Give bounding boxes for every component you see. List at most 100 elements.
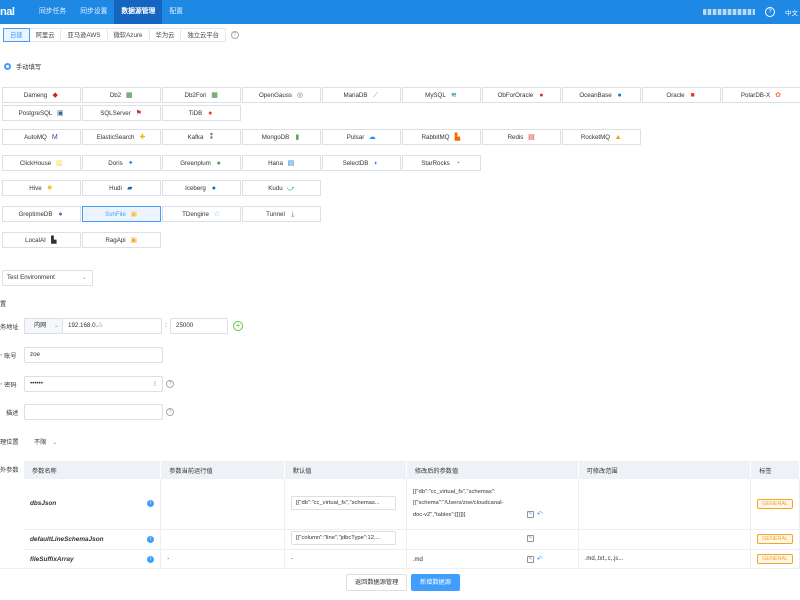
key-icon[interactable]: ⚷ bbox=[152, 380, 157, 387]
back-to-datasource-button[interactable]: 返回数据源管理 bbox=[346, 574, 408, 591]
nav-config[interactable]: 配置 bbox=[169, 8, 183, 15]
datasource-label: SelectDB bbox=[342, 159, 369, 167]
edit-icon[interactable]: ✎ bbox=[526, 510, 534, 518]
datasource-label: PostgreSQL bbox=[18, 109, 53, 117]
datasource-option-hudi[interactable]: Hudi ▰ bbox=[82, 180, 161, 196]
datasource-option-pulsar[interactable]: Pulsar ☁ bbox=[322, 129, 401, 145]
add-datasource-button[interactable]: 新增数据源 bbox=[411, 574, 460, 591]
datasource-label: MySQL bbox=[425, 91, 446, 99]
tab-azure[interactable]: 微软Azure bbox=[107, 28, 150, 42]
datasource-option-postgresql[interactable]: PostgreSQL ▣ bbox=[2, 105, 81, 121]
environment-value: Test Environment bbox=[7, 274, 55, 281]
datasource-option-kafka[interactable]: Kafka ⁑ bbox=[162, 129, 241, 145]
modified-value-cell: [{"db":"cc_virtual_fs","schemas": [{"sch… bbox=[406, 479, 579, 530]
modified-value-line: doc-v2","tables":[]}]}] bbox=[412, 511, 466, 518]
datasource-option-starrocks[interactable]: StarRocks ◔ bbox=[402, 155, 481, 171]
tab-huawei[interactable]: 华为云 bbox=[149, 28, 182, 42]
config-section-label: 置 bbox=[0, 301, 7, 308]
range-cell bbox=[578, 529, 752, 550]
datasource-option-sshfile[interactable]: SshFile ▣ bbox=[82, 206, 161, 222]
datasource-option-oceanbase[interactable]: OceanBase ● bbox=[562, 87, 641, 103]
undo-icon[interactable]: ↶ bbox=[536, 510, 543, 518]
tdengine-icon: ☆ bbox=[213, 210, 221, 218]
password-input[interactable]: •••••• ⚷ bbox=[24, 376, 163, 392]
tab-aliyun[interactable]: 阿里云 bbox=[29, 28, 62, 42]
datasource-label: RagApi bbox=[105, 236, 126, 244]
language-switch[interactable]: 中文 bbox=[785, 10, 798, 17]
info-icon[interactable]: i bbox=[147, 535, 155, 543]
manual-fill-option[interactable]: 手动填写 bbox=[4, 62, 41, 71]
account-input[interactable]: zoe bbox=[24, 347, 163, 363]
host-input[interactable]: 192.168.0.⁂ bbox=[62, 318, 162, 334]
tab-aws[interactable]: 亚马逊AWS bbox=[61, 28, 108, 42]
datasource-option-tdengine[interactable]: TDengine ☆ bbox=[162, 206, 241, 222]
nav-datasource-manage[interactable]: 数据源管理 bbox=[114, 0, 163, 24]
datasource-option-hive[interactable]: Hive ✸ bbox=[2, 180, 81, 196]
tab-self-built[interactable]: 自建 bbox=[3, 28, 30, 42]
info-icon[interactable]: i bbox=[147, 500, 155, 508]
question-icon[interactable]: ? bbox=[230, 31, 239, 39]
datasource-option-kudu[interactable]: Kudu ⤻ bbox=[242, 180, 321, 196]
datasource-option-db2fori[interactable]: Db2Fori ▦ bbox=[162, 87, 241, 103]
datasource-option-mysql[interactable]: MySQL ≋ bbox=[402, 87, 481, 103]
nav-sync-task[interactable]: 同步任务 bbox=[39, 8, 67, 15]
port-input[interactable]: 25000 bbox=[170, 318, 228, 334]
description-help-icon[interactable]: ? bbox=[166, 408, 174, 416]
datasource-label: StarRocks bbox=[421, 159, 450, 167]
datasource-option-selectdb[interactable]: SelectDB ◐ bbox=[322, 155, 401, 171]
datasource-option-doris[interactable]: Doris ✦ bbox=[82, 155, 161, 171]
environment-select[interactable]: Test Environment ⌄ bbox=[2, 270, 93, 286]
password-help-icon[interactable]: ? bbox=[166, 380, 174, 388]
datasource-option-obfororacle[interactable]: ObForOracle ● bbox=[482, 87, 561, 103]
datasource-option-mongodb[interactable]: MongoDB ▮ bbox=[242, 129, 321, 145]
datasource-option-hana[interactable]: Hana ▤ bbox=[242, 155, 321, 171]
nav-sync-settings[interactable]: 同步设置 bbox=[80, 8, 108, 15]
user-info-masked[interactable] bbox=[703, 9, 755, 15]
edit-icon[interactable]: ✎ bbox=[526, 535, 534, 543]
default-value-box[interactable]: [{"column":"line","jdbcType":12,... bbox=[290, 531, 396, 545]
deploy-location-select[interactable]: 不限 ⌄ bbox=[34, 437, 58, 446]
undo-icon[interactable]: ↶ bbox=[536, 556, 543, 563]
datasource-option-tidb[interactable]: TiDB ● bbox=[162, 105, 241, 121]
datasource-label: RabbitMQ bbox=[421, 133, 450, 141]
datasource-option-elasticsearch[interactable]: ElasticSearch ✚ bbox=[82, 129, 161, 145]
datasource-option-localai[interactable]: LocalAI ▙ bbox=[2, 232, 81, 248]
datasource-option-oracle[interactable]: Oracle ■ bbox=[642, 87, 721, 103]
datasource-option-db2[interactable]: Db2 ▦ bbox=[82, 87, 161, 103]
datasource-option-rocketmq[interactable]: RocketMQ ▲ bbox=[562, 129, 641, 145]
sqlserver-icon: ⚑ bbox=[135, 109, 142, 117]
datasource-option-rabbitmq[interactable]: RabbitMQ ▙ bbox=[402, 129, 481, 145]
datasource-option-clickhouse[interactable]: ClickHouse ▥ bbox=[2, 155, 81, 171]
datasource-option-tunnel[interactable]: Tunnel ⤓ bbox=[242, 206, 321, 222]
datasource-label: Kudu bbox=[268, 184, 283, 192]
datasource-option-ragapi[interactable]: RagApi ▣ bbox=[82, 232, 161, 248]
datasource-option-iceberg[interactable]: Iceberg ● bbox=[162, 180, 241, 196]
chevron-down-icon: ⌄ bbox=[53, 322, 59, 329]
description-input[interactable] bbox=[24, 404, 163, 420]
datasource-label: GreptimeDB bbox=[18, 210, 53, 218]
edit-icon[interactable]: ✎ bbox=[526, 555, 534, 563]
tag-badge: GENERAL bbox=[757, 534, 793, 544]
datasource-option-opengauss[interactable]: OpenGauss ◎ bbox=[242, 87, 321, 103]
datasource-option-redis[interactable]: Redis ▤ bbox=[482, 129, 561, 145]
datasource-option-greptimedb[interactable]: GreptimeDB ● bbox=[2, 206, 81, 222]
help-icon[interactable]: ? bbox=[765, 7, 775, 17]
radio-selected-icon[interactable] bbox=[4, 63, 11, 70]
datasource-option-sqlserver[interactable]: SQLServer ⚑ bbox=[82, 105, 161, 121]
oracle-icon: ■ bbox=[690, 91, 695, 99]
add-address-icon[interactable]: + bbox=[233, 321, 243, 331]
current-value-cell: - bbox=[160, 549, 285, 570]
tab-independent-cloud[interactable]: 独立云平台 bbox=[181, 28, 226, 42]
info-icon[interactable]: i bbox=[147, 555, 155, 563]
default-value-box[interactable]: [{"db":"cc_virtual_fs","schemas... bbox=[290, 495, 396, 510]
datasource-option-dameng[interactable]: Dameng ◆ bbox=[2, 87, 81, 103]
datasource-option-automq[interactable]: AutoMQ M bbox=[2, 129, 81, 145]
datasource-option-polardb-x[interactable]: PolarDB-X ✿ bbox=[722, 87, 800, 103]
datasource-option-mariadb[interactable]: MariaDB ⟋ bbox=[322, 87, 401, 103]
sshfile-icon: ▣ bbox=[130, 210, 138, 218]
col-header-param-name: 参数名称 bbox=[24, 461, 162, 479]
network-type-select[interactable]: 内网 ⌄ bbox=[24, 318, 62, 334]
datasource-label: PolarDB-X bbox=[740, 91, 771, 99]
datasource-option-greenplum[interactable]: Greenplum ● bbox=[162, 155, 241, 171]
masked-text: ⁂ bbox=[97, 322, 104, 329]
